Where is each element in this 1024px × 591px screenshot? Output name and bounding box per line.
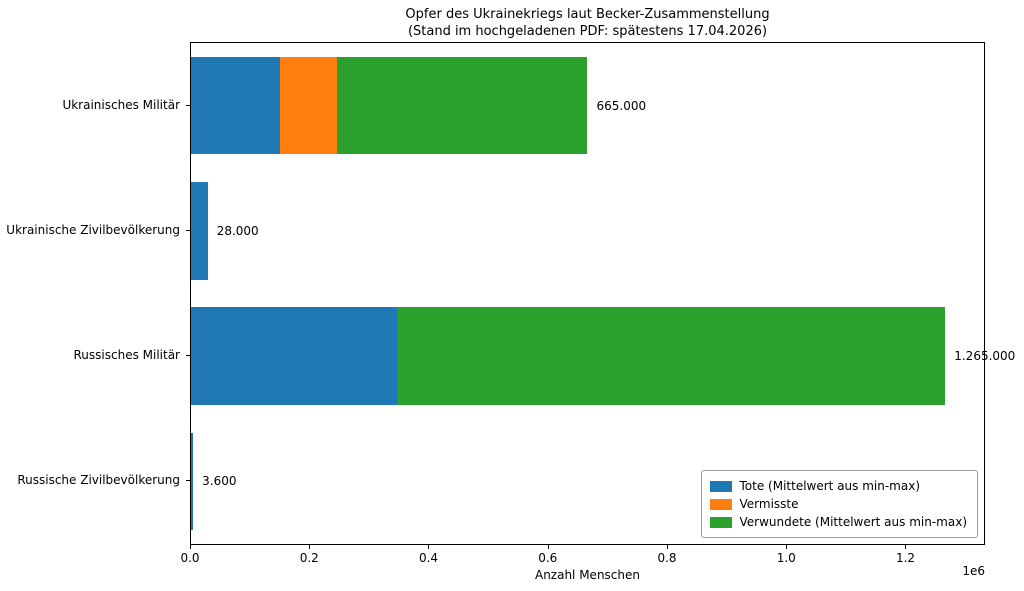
bar-segment (191, 432, 194, 531)
y-tick-mark (186, 480, 190, 482)
bar-total-label: 1.265.000 (954, 349, 1016, 364)
category-label: Russisches Militär (73, 348, 181, 363)
x-tick-mark (786, 545, 788, 549)
x-tick-mark (190, 545, 191, 549)
plot-area: 665.000 28.000 1.265.000 3.600 (190, 42, 1015, 545)
legend-label: Vermisste (739, 497, 799, 511)
x-tick-mark (905, 545, 907, 549)
category-label: Ukrainische Zivilbevölkerung (6, 222, 180, 237)
x-tick-label: 0.2 (299, 551, 319, 565)
x-tick-label: 1.0 (776, 551, 796, 565)
chart-title-line1: Opfer des Ukrainekriegs laut Becker-Zusa… (405, 7, 770, 22)
y-axis-labels: Ukrainisches Militär Ukrainische Zivilbev… (0, 42, 190, 545)
category-label: Ukrainisches Militär (62, 97, 180, 112)
legend-swatch (709, 516, 732, 528)
x-axis-ticks: 0.0 0.2 0.4 0.6 0.8 1.0 1.2 (180, 545, 985, 569)
x-tick-label: 1.2 (895, 551, 916, 565)
x-tick-mark (309, 545, 311, 549)
legend-swatch (709, 498, 732, 510)
bar-segment (191, 56, 281, 155)
legend-label: Tote (Mittelwert aus min-max) (739, 479, 921, 493)
bar-segment (191, 307, 397, 405)
legend: Tote (Mittelwert aus min-max) Vermisste Ve… (700, 470, 978, 538)
axis-offset-label: 1e6 (962, 564, 985, 578)
legend-item: Tote (Mittelwert aus min-max) (709, 477, 967, 495)
bar-segment (280, 56, 338, 155)
legend-label: Verwundete (Mittelwert aus min-max) (739, 515, 967, 529)
x-tick-mark (666, 545, 668, 549)
x-tick-label: 0.8 (657, 551, 677, 565)
x-tick-mark (547, 545, 549, 549)
legend-item: Verwundete (Mittelwert aus min-max) (709, 513, 967, 531)
chart-title-line2: (Stand im hochgeladenen PDF: spätestens … (407, 24, 768, 39)
bar-total-label: 28.000 (216, 223, 259, 238)
bar-total-label: 3.600 (202, 474, 237, 489)
legend-item: Vermisste (709, 495, 967, 513)
bar-total-label: 665.000 (596, 98, 647, 113)
y-tick-mark (186, 355, 190, 357)
x-tick-label: 0.4 (418, 551, 439, 565)
x-tick-label: 0.0 (180, 551, 200, 565)
bar-segment (337, 56, 588, 155)
bar-segment (191, 182, 208, 280)
category-label: Russische Zivilbevölkerung (17, 473, 180, 488)
x-tick-mark (428, 545, 430, 549)
bar-segment (396, 307, 946, 405)
y-tick-mark (186, 104, 190, 106)
chart-title: Opfer des Ukrainekriegs laut Becker-Zusa… (190, 6, 985, 40)
y-tick-mark (186, 229, 190, 231)
x-tick-label: 0.6 (538, 551, 558, 565)
x-axis-label: Anzahl Menschen (534, 568, 640, 582)
legend-swatch (709, 480, 732, 492)
